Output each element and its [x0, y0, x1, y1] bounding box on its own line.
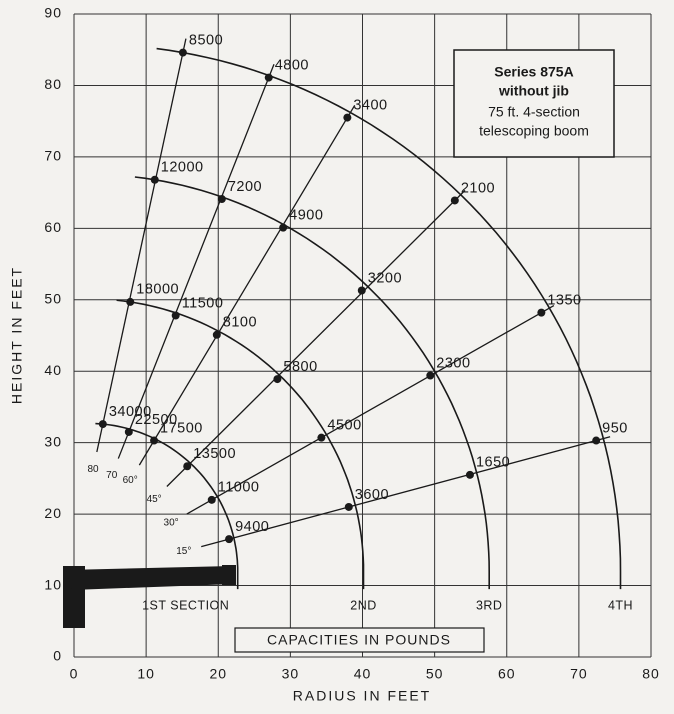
boom-tip-point [99, 420, 107, 428]
boom-tip-point [126, 298, 134, 306]
y-tick-label: 40 [44, 362, 62, 378]
annotation-line: telescoping boom [479, 123, 589, 139]
boom-arc [117, 300, 364, 589]
capacity-label: 9400 [235, 519, 269, 535]
boom-tip-point [172, 311, 180, 319]
x-tick-label: 20 [209, 666, 227, 682]
x-tick-label: 30 [282, 666, 300, 682]
capacity-label: 3400 [353, 97, 387, 113]
boom-tip-point [208, 496, 216, 504]
y-tick-label: 60 [44, 219, 62, 235]
capacity-label: 1650 [476, 455, 510, 471]
boom-tip-point [213, 331, 221, 339]
boom-tip-point [265, 74, 273, 82]
angle-line [97, 39, 186, 452]
angle-label: 80 [88, 464, 100, 475]
angle-label: 60° [123, 475, 138, 486]
boom-tip-point [345, 503, 353, 511]
crane-boom [66, 566, 234, 590]
x-tick-label: 50 [426, 666, 444, 682]
boom-tip-point [125, 428, 133, 436]
x-tick-label: 80 [642, 666, 660, 682]
capacity-label: 18000 [136, 282, 179, 298]
capacity-label: 2300 [436, 355, 470, 371]
boom-tip-point [273, 375, 281, 383]
section-label: 4TH [608, 598, 633, 612]
y-axis-label: HEIGHT IN FEET [9, 266, 25, 404]
chart: 0 10 20 30 40 50 60 70 80 0 10 20 30 40 50 60 70 80 90 Ser… [0, 0, 674, 709]
capacity-label: 4500 [327, 417, 361, 433]
y-tick-label: 50 [44, 290, 62, 306]
boom-tip-point [279, 224, 287, 232]
boom-tip-point [317, 434, 325, 442]
angle-line [167, 190, 465, 486]
y-tick-label: 70 [44, 148, 62, 164]
section-label: 3RD [476, 598, 503, 612]
boom-tip-point [151, 176, 159, 184]
y-tick-label: 90 [44, 5, 62, 21]
x-tick-label: 40 [354, 666, 372, 682]
capacity-label: 3200 [368, 270, 402, 286]
x-tick-label: 70 [570, 666, 588, 682]
boom-tip-point [218, 195, 226, 203]
y-tick-label: 20 [44, 505, 62, 521]
crane-carrier [63, 565, 236, 628]
angle-label: 70 [106, 470, 118, 481]
boom-tip-point [466, 471, 474, 479]
section-label: 1ST SECTION [142, 598, 229, 612]
capacity-label: 8500 [189, 32, 223, 48]
boom-tip-point [592, 437, 600, 445]
capacity-label: 2100 [461, 180, 495, 196]
x-tick-label: 10 [137, 666, 155, 682]
boom-tip-point [179, 49, 187, 57]
x-tick-label: 60 [498, 666, 516, 682]
boom-tip-point [183, 462, 191, 470]
y-tick-label: 0 [53, 648, 62, 664]
capacity-label: 3600 [355, 487, 389, 503]
x-tick-label: 0 [70, 666, 79, 682]
section-label: 2ND [350, 598, 377, 612]
capacity-label: 17500 [160, 420, 203, 436]
annotation-line: 75 ft. 4-section [488, 104, 580, 120]
capacity-label: 950 [602, 420, 628, 436]
annotation-line: Series 875A [494, 64, 573, 80]
boom-tip-point [150, 437, 158, 445]
boom-tip-point [537, 309, 545, 317]
capacity-label: 4800 [275, 57, 309, 73]
x-axis-label: RADIUS IN FEET [293, 688, 431, 704]
capacity-label: 11500 [182, 295, 224, 311]
boom-tip-point [225, 535, 233, 543]
capacity-label: 13500 [193, 446, 236, 462]
y-tick-label: 30 [44, 433, 62, 449]
capacity-label: 12000 [161, 160, 204, 176]
capacity-label: 11000 [218, 480, 260, 496]
angle-label: 45° [147, 494, 162, 505]
capacity-label: 1350 [547, 292, 581, 308]
boom-tip-point [451, 196, 459, 204]
angle-label: 15° [176, 546, 191, 557]
y-tick-label: 80 [44, 76, 62, 92]
boom-tip-point [358, 286, 366, 294]
capacity-label: 7200 [228, 179, 262, 195]
annotation-line: without jib [498, 83, 569, 99]
boom-tip-point [426, 372, 434, 380]
angle-line [118, 64, 274, 458]
capacity-label: 5800 [283, 359, 317, 375]
capacity-label: 4900 [289, 207, 323, 223]
capacity-label: 8100 [223, 315, 257, 331]
caption: CAPACITIES IN POUNDS [267, 632, 451, 648]
angle-label: 30° [164, 518, 179, 529]
boom-tip-point [343, 114, 351, 122]
boom-head [222, 565, 236, 585]
y-tick-label: 10 [44, 576, 62, 592]
